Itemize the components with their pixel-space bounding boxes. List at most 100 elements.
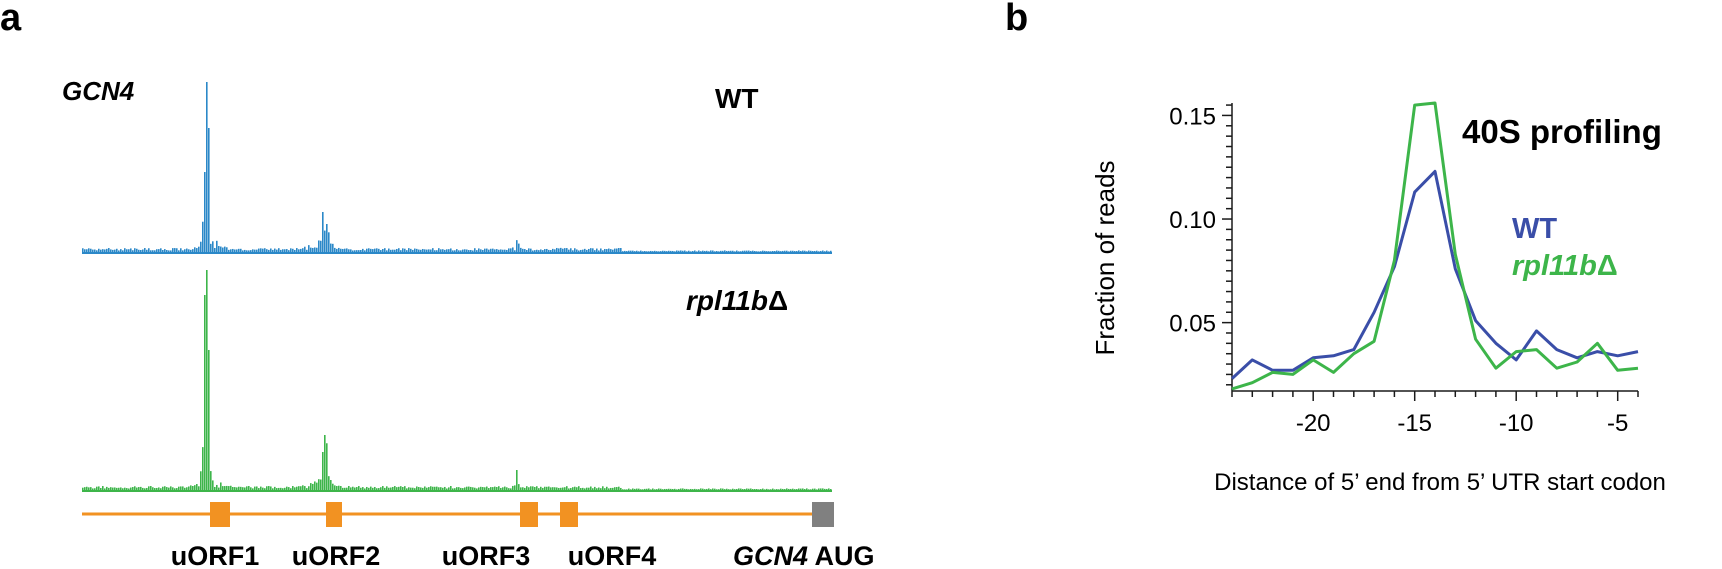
uorf2-label: uORF2 (292, 541, 381, 569)
coverage-bar (396, 487, 398, 490)
coverage-bar (726, 488, 728, 490)
coverage-bar (620, 248, 622, 252)
coverage-bar (306, 249, 308, 252)
coverage-bar (744, 250, 746, 252)
coverage-bar (162, 250, 164, 252)
coverage-bar (182, 486, 184, 490)
coverage-bar (650, 489, 652, 490)
coverage-bar (414, 248, 416, 252)
coverage-bar (770, 251, 772, 252)
coverage-bar (668, 488, 670, 490)
coverage-bar (280, 249, 282, 252)
coverage-bar (636, 488, 638, 490)
coverage-bar (428, 487, 430, 490)
coverage-bar (546, 248, 548, 252)
coverage-bar (456, 487, 458, 490)
coverage-bar (602, 250, 604, 252)
coverage-bar (540, 249, 542, 252)
coverage-bar (682, 250, 684, 252)
coverage-bar (310, 483, 312, 490)
coverage-bar (686, 488, 688, 490)
coverage-bar (792, 250, 794, 252)
coverage-bar (96, 486, 98, 490)
coverage-bar (702, 488, 704, 490)
coverage-bar (816, 250, 818, 252)
coverage-bar (416, 248, 418, 252)
coverage-bar (790, 488, 792, 490)
coverage-bar (556, 247, 558, 252)
coverage-bar (146, 249, 148, 252)
coverage-bar (616, 487, 618, 490)
gcn4-aug-text: AUG (808, 541, 875, 569)
coverage-bar (584, 248, 586, 252)
coverage-bar (520, 247, 522, 252)
coverage-bar (372, 249, 374, 252)
coverage-bar (190, 249, 192, 252)
coverage-bar (216, 240, 218, 252)
track-label-wt: WT (715, 83, 759, 114)
coverage-bar (508, 488, 510, 490)
coverage-bar (226, 247, 228, 252)
coverage-bar (240, 248, 242, 252)
coverage-bar (644, 251, 646, 252)
coverage-bar (814, 250, 816, 252)
coverage-bar (172, 487, 174, 490)
coverage-bar (390, 487, 392, 490)
coverage-bar (468, 486, 470, 490)
coverage-bar (766, 488, 768, 490)
coverage-bar (486, 248, 488, 252)
coverage-bar (578, 250, 580, 252)
coverage-bar (462, 488, 464, 490)
coverage-bar (106, 248, 108, 252)
coverage-bar (564, 487, 566, 490)
coverage-bar (220, 482, 222, 490)
coverage-bar (442, 249, 444, 252)
coverage-bar (218, 487, 220, 490)
coverage-bar (246, 250, 248, 252)
coverage-bar (730, 250, 732, 252)
coverage-bar (360, 250, 362, 252)
coverage-bar (234, 487, 236, 490)
coverage-bar (756, 251, 758, 252)
coverage-bar (202, 221, 204, 252)
coverage-bar (496, 249, 498, 252)
coverage-bar (774, 251, 776, 252)
coverage-bar (808, 489, 810, 490)
coverage-bar (660, 251, 662, 252)
coverage-bar (590, 248, 592, 252)
coverage-bar (254, 249, 256, 252)
coverage-bar (214, 247, 216, 252)
x-tick-label: -10 (1499, 410, 1534, 437)
coverage-bar (774, 489, 776, 490)
coverage-bar (762, 488, 764, 490)
coverage-bar (804, 250, 806, 252)
coverage-bar (716, 489, 718, 490)
coverage-bar (88, 487, 90, 490)
coverage-bar (206, 82, 208, 252)
coverage-bar (514, 485, 516, 490)
coverage-bar (248, 250, 250, 252)
coverage-bar (450, 248, 452, 252)
coverage-bar (140, 249, 142, 252)
coverage-bar (606, 486, 608, 490)
coverage-bar (452, 250, 454, 252)
coverage-bar (506, 487, 508, 490)
coverage-bar (548, 249, 550, 252)
coverage-bar (270, 486, 272, 490)
coverage-bar (492, 487, 494, 490)
coverage-bar (136, 248, 138, 252)
coverage-bar (418, 487, 420, 490)
coverage-bar (144, 248, 146, 252)
coverage-bar (316, 247, 318, 252)
coverage-bar (692, 250, 694, 252)
coverage-bar (360, 487, 362, 490)
coverage-bar (568, 249, 570, 252)
coverage-bar (480, 486, 482, 490)
coverage-bar (186, 487, 188, 490)
coverage-bar (196, 248, 198, 252)
coverage-bar (248, 486, 250, 490)
coverage-bar (796, 251, 798, 252)
coverage-bar (700, 488, 702, 490)
coverage-bar (810, 250, 812, 252)
